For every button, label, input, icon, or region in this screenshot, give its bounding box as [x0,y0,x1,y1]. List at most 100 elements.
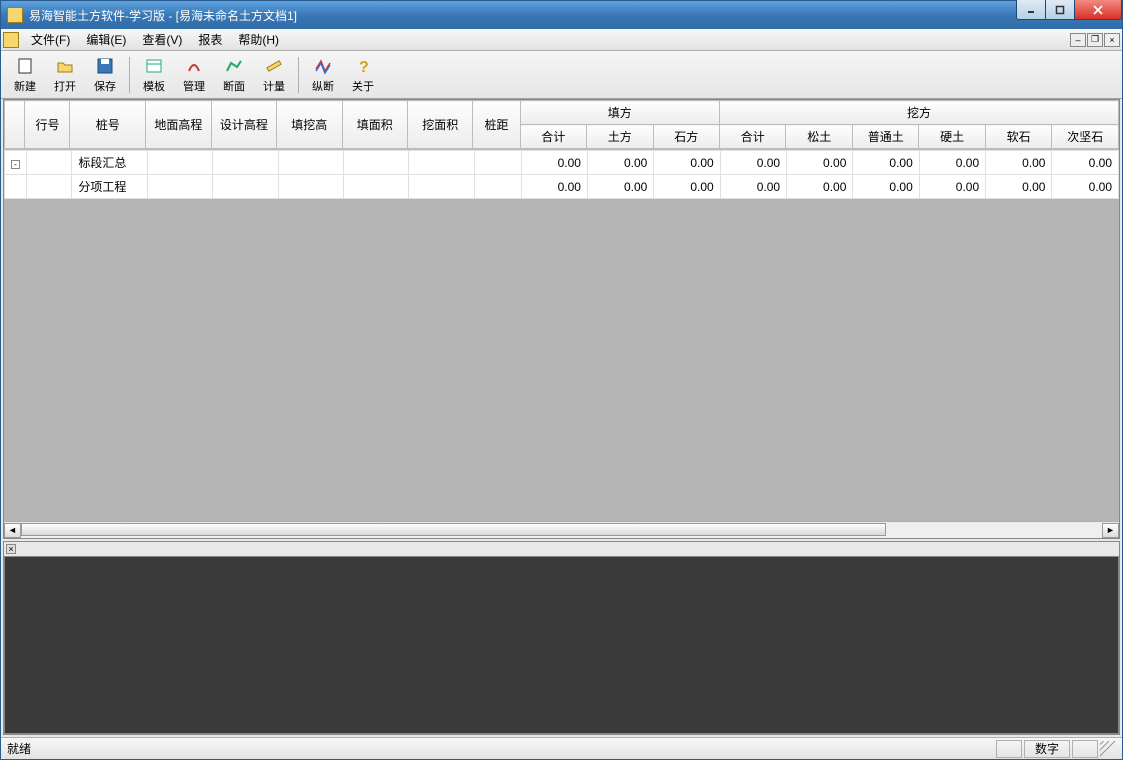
titlebar[interactable]: 易海智能土方软件-学习版 - [易海未命名土方文档1] [1,1,1122,29]
measure-icon [264,56,284,76]
menu-help[interactable]: 帮助(H) [230,29,287,50]
open-icon [55,56,75,76]
scroll-right-button[interactable]: ► [1102,523,1119,538]
status-numlock: 数字 [1024,740,1070,758]
col-pile[interactable]: 桩号 [70,101,146,149]
cell: 0.00 [521,151,587,175]
col-pile-dist[interactable]: 桩距 [473,101,520,149]
grid-empty-area [4,199,1119,521]
col-fill-soil[interactable]: 土方 [587,125,653,149]
tool-about-label: 关于 [352,78,374,94]
tool-template-label: 模板 [143,78,165,94]
tool-manage-label: 管理 [183,78,205,94]
col-cut-area[interactable]: 挖面积 [408,101,473,149]
cell: 0.00 [1052,151,1119,175]
tool-manage[interactable]: 管理 [174,53,214,97]
mdi-doc-icon[interactable] [3,32,19,48]
cell: 0.00 [986,151,1052,175]
horizontal-scrollbar[interactable]: ◄ ► [4,521,1119,538]
cell: 0.00 [986,175,1052,199]
tool-open[interactable]: 打开 [45,53,85,97]
tool-new[interactable]: 新建 [5,53,45,97]
menu-report[interactable]: 报表 [190,29,230,50]
col-cut-normal[interactable]: 普通土 [852,125,918,149]
tool-profile[interactable]: 纵断 [303,53,343,97]
col-tree[interactable] [5,101,25,149]
col-rownum[interactable]: 行号 [25,101,70,149]
col-fill-rock[interactable]: 石方 [653,125,719,149]
cell: 0.00 [654,175,720,199]
col-fillcut-h[interactable]: 填挖高 [277,101,342,149]
col-cut-subrock[interactable]: 次坚石 [1052,125,1119,149]
manage-icon [184,56,204,76]
data-grid: 行号 桩号 地面高程 设计高程 填挖高 填面积 挖面积 桩距 填方 挖方 合计 … [3,99,1120,539]
cell: 0.00 [1052,175,1119,199]
app-window: 易海智能土方软件-学习版 - [易海未命名土方文档1] 文件(F) 编辑(E) … [0,0,1123,760]
col-fill-total[interactable]: 合计 [520,125,586,149]
maximize-button[interactable] [1045,0,1075,20]
col-cut-group[interactable]: 挖方 [719,101,1118,125]
svg-text:?: ? [359,59,369,75]
cell: 0.00 [521,175,587,199]
menu-edit[interactable]: 编辑(E) [78,29,134,50]
cell: 0.00 [720,151,786,175]
cell: 0.00 [587,151,653,175]
col-cut-loose[interactable]: 松土 [786,125,852,149]
scroll-thumb[interactable] [21,523,886,536]
status-pane-1 [996,740,1022,758]
cell: 0.00 [787,151,853,175]
table-row[interactable]: 分项工程 0.00 0.00 0.00 0.00 0.00 0.00 0.00 … [5,175,1119,199]
col-fill-area[interactable]: 填面积 [342,101,407,149]
section-icon [224,56,244,76]
window-buttons [1017,1,1122,29]
template-icon [144,56,164,76]
output-panel-body[interactable] [4,556,1119,734]
scroll-left-button[interactable]: ◄ [4,523,21,538]
grid-header: 行号 桩号 地面高程 设计高程 填挖高 填面积 挖面积 桩距 填方 挖方 合计 … [4,100,1119,150]
table-row[interactable]: - 标段汇总 0.00 0.00 0.00 0.00 0.00 0.00 0.0… [5,151,1119,175]
profile-icon [313,56,333,76]
new-icon [15,56,35,76]
cell: 0.00 [587,175,653,199]
col-cut-softrock[interactable]: 软石 [985,125,1051,149]
scroll-track[interactable] [21,523,1102,538]
menu-file[interactable]: 文件(F) [23,29,78,50]
row1-label: 分项工程 [72,175,148,199]
status-pane-3 [1072,740,1098,758]
col-cut-hard[interactable]: 硬土 [919,125,985,149]
col-design-elev[interactable]: 设计高程 [211,101,276,149]
tool-measure[interactable]: 计量 [254,53,294,97]
app-icon [7,7,23,23]
mdi-restore-button[interactable]: ❐ [1087,33,1103,47]
panel-close-button[interactable]: × [6,544,16,554]
tool-section[interactable]: 断面 [214,53,254,97]
save-icon [95,56,115,76]
col-ground-elev[interactable]: 地面高程 [146,101,211,149]
tool-template[interactable]: 模板 [134,53,174,97]
tool-open-label: 打开 [54,78,76,94]
menubar: 文件(F) 编辑(E) 查看(V) 报表 帮助(H) – ❐ × [1,29,1122,51]
status-ready: 就绪 [7,740,31,757]
tree-collapse-icon[interactable]: - [11,160,20,169]
resize-grip[interactable] [1100,741,1116,757]
tool-save[interactable]: 保存 [85,53,125,97]
cell: 0.00 [853,175,919,199]
mdi-close-button[interactable]: × [1104,33,1120,47]
minimize-icon [1026,5,1036,15]
statusbar: 就绪 数字 [1,737,1122,759]
cell: 0.00 [787,175,853,199]
row0-label: 标段汇总 [72,151,148,175]
col-fill-group[interactable]: 填方 [520,101,719,125]
toolbar-sep-2 [298,57,299,93]
minimize-button[interactable] [1016,0,1046,20]
menu-view[interactable]: 查看(V) [134,29,190,50]
cell: 0.00 [720,175,786,199]
close-button[interactable] [1074,0,1122,20]
tool-profile-label: 纵断 [312,78,334,94]
cell: 0.00 [919,151,985,175]
tool-about[interactable]: ? 关于 [343,53,383,97]
maximize-icon [1055,5,1065,15]
col-cut-total[interactable]: 合计 [719,125,785,149]
cell: 0.00 [919,175,985,199]
mdi-minimize-button[interactable]: – [1070,33,1086,47]
